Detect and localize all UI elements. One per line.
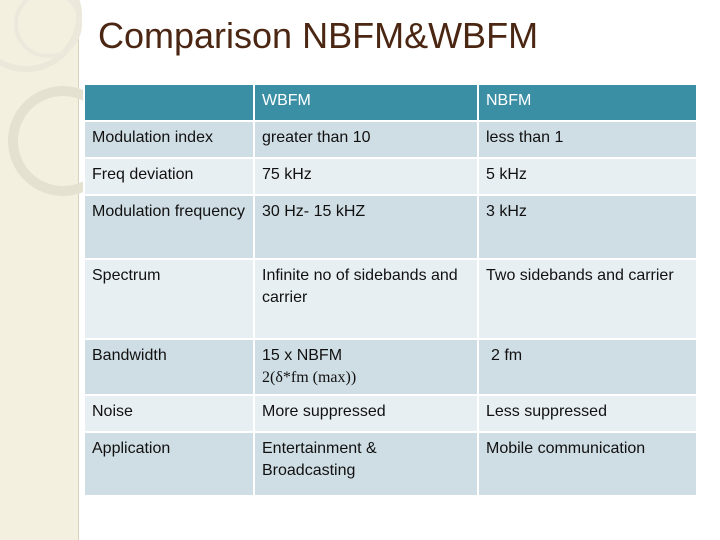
- header-cell-empty: [83, 83, 255, 122]
- table-row: Spectrum Infinite no of sidebands and ca…: [83, 258, 698, 340]
- wbfm-cell: 30 Hz- 15 kHZ: [253, 194, 479, 260]
- parameter-cell: Freq deviation: [83, 157, 255, 196]
- parameter-cell: Spectrum: [83, 258, 255, 340]
- wbfm-bandwidth-formula: 2(δ*fm (max)): [262, 369, 357, 386]
- comparison-table: WBFM NBFM Modulation index greater than …: [83, 83, 698, 497]
- nbfm-cell: 5 kHz: [477, 157, 698, 196]
- header-cell-wbfm: WBFM: [253, 83, 479, 122]
- wbfm-cell: Entertainment & Broadcasting: [253, 431, 479, 497]
- wbfm-cell: More suppressed: [253, 394, 479, 433]
- wbfm-cell: 15 x NBFM 2(δ*fm (max)): [253, 338, 479, 396]
- parameter-cell: Modulation frequency: [83, 194, 255, 260]
- wbfm-cell: greater than 10: [253, 120, 479, 159]
- table-row: Application Entertainment & Broadcasting…: [83, 431, 698, 497]
- table-row: Modulation index greater than 10 less th…: [83, 120, 698, 159]
- decorative-ring: [14, 0, 82, 58]
- table-row: Bandwidth 15 x NBFM 2(δ*fm (max)) 2 fm: [83, 338, 698, 396]
- nbfm-cell: Two sidebands and carrier: [477, 258, 698, 340]
- wbfm-bandwidth-line: 15 x NBFM: [262, 347, 343, 364]
- parameter-cell: Bandwidth: [83, 338, 255, 396]
- parameter-cell: Noise: [83, 394, 255, 433]
- parameter-cell: Application: [83, 431, 255, 497]
- nbfm-cell: 3 kHz: [477, 194, 698, 260]
- header-cell-nbfm: NBFM: [477, 83, 698, 122]
- nbfm-cell: 2 fm: [477, 338, 698, 396]
- wbfm-cell: 75 kHz: [253, 157, 479, 196]
- nbfm-cell: Less suppressed: [477, 394, 698, 433]
- table-header-row: WBFM NBFM: [83, 83, 698, 122]
- parameter-cell: Modulation index: [83, 120, 255, 159]
- wbfm-cell: Infinite no of sidebands and carrier: [253, 258, 479, 340]
- nbfm-cell: Mobile communication: [477, 431, 698, 497]
- left-decorative-strip: [0, 0, 79, 540]
- table-row: Noise More suppressed Less suppressed: [83, 394, 698, 433]
- nbfm-cell: less than 1: [477, 120, 698, 159]
- table-row: Freq deviation 75 kHz 5 kHz: [83, 157, 698, 196]
- table-row: Modulation frequency 30 Hz- 15 kHZ 3 kHz: [83, 194, 698, 260]
- slide-title: Comparison NBFM&WBFM: [98, 15, 539, 56]
